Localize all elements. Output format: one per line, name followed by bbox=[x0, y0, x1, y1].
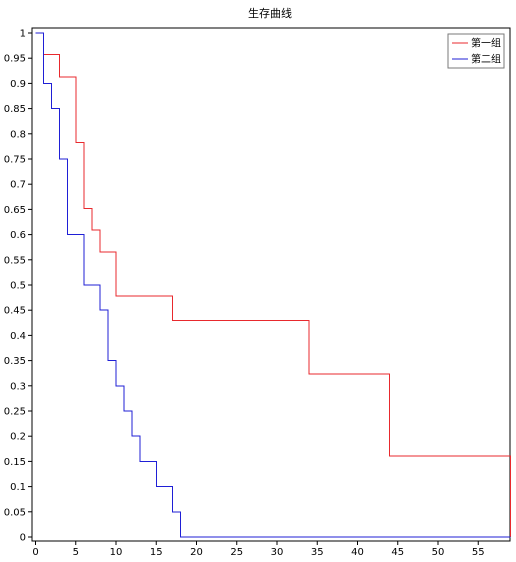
y-tick-label: 0.7 bbox=[10, 180, 26, 191]
x-tick-label: 40 bbox=[351, 547, 364, 558]
y-tick-label: 0.4 bbox=[10, 331, 26, 342]
chart-title: 生存曲线 bbox=[248, 6, 292, 20]
y-tick-label: 0.2 bbox=[10, 432, 26, 443]
y-tick-label: 0.5 bbox=[10, 281, 26, 292]
x-tick-label: 25 bbox=[230, 547, 243, 558]
y-tick-label: 0.6 bbox=[10, 230, 26, 241]
y-axis: 0 0.05 0.1 0.15 0.2 0.25 0.3 0.35 0.4 0.45 0.5 0.55… bbox=[4, 29, 32, 544]
x-tick-label: 15 bbox=[150, 547, 163, 558]
y-tick-label: 0.95 bbox=[4, 54, 26, 65]
legend-label-1: 第一组 bbox=[471, 37, 501, 50]
x-tick-label: 0 bbox=[32, 547, 38, 558]
y-tick-label: 0.65 bbox=[4, 205, 26, 216]
x-tick-label: 35 bbox=[311, 547, 324, 558]
x-tick-label: 50 bbox=[432, 547, 445, 558]
y-tick-label: 0.9 bbox=[10, 79, 26, 90]
y-tick-label: 0.05 bbox=[4, 507, 26, 518]
x-tick-label: 20 bbox=[190, 547, 203, 558]
y-tick-label: 0.25 bbox=[4, 407, 26, 418]
y-tick-label: 0.8 bbox=[10, 129, 26, 140]
y-tick-label: 0.85 bbox=[4, 104, 26, 115]
series-layer bbox=[35, 32, 511, 538]
x-tick-label: 45 bbox=[391, 547, 404, 558]
y-tick-label: 0.15 bbox=[4, 457, 26, 468]
plot-area-frame bbox=[31, 27, 511, 542]
series-line-1 bbox=[35, 32, 511, 537]
x-tick-label: 5 bbox=[73, 547, 79, 558]
legend-box bbox=[447, 33, 505, 69]
y-tick-label: 0.45 bbox=[4, 306, 26, 317]
y-tick-label: 0 bbox=[20, 533, 26, 544]
y-tick-label: 0.55 bbox=[4, 255, 26, 266]
x-tick-label: 55 bbox=[472, 547, 485, 558]
y-tick-label: 1 bbox=[20, 29, 26, 40]
x-axis: 0 5 10 15 20 25 30 35 40 45 50 55 bbox=[32, 541, 485, 558]
y-tick-label: 0.35 bbox=[4, 356, 26, 367]
legend-label-2: 第二组 bbox=[471, 53, 501, 66]
y-tick-label: 0.75 bbox=[4, 155, 26, 166]
series-line-2 bbox=[35, 32, 511, 538]
x-tick-label: 10 bbox=[110, 547, 123, 558]
x-tick-label: 30 bbox=[271, 547, 284, 558]
y-tick-label: 0.1 bbox=[10, 482, 26, 493]
y-tick-label: 0.3 bbox=[10, 381, 26, 392]
